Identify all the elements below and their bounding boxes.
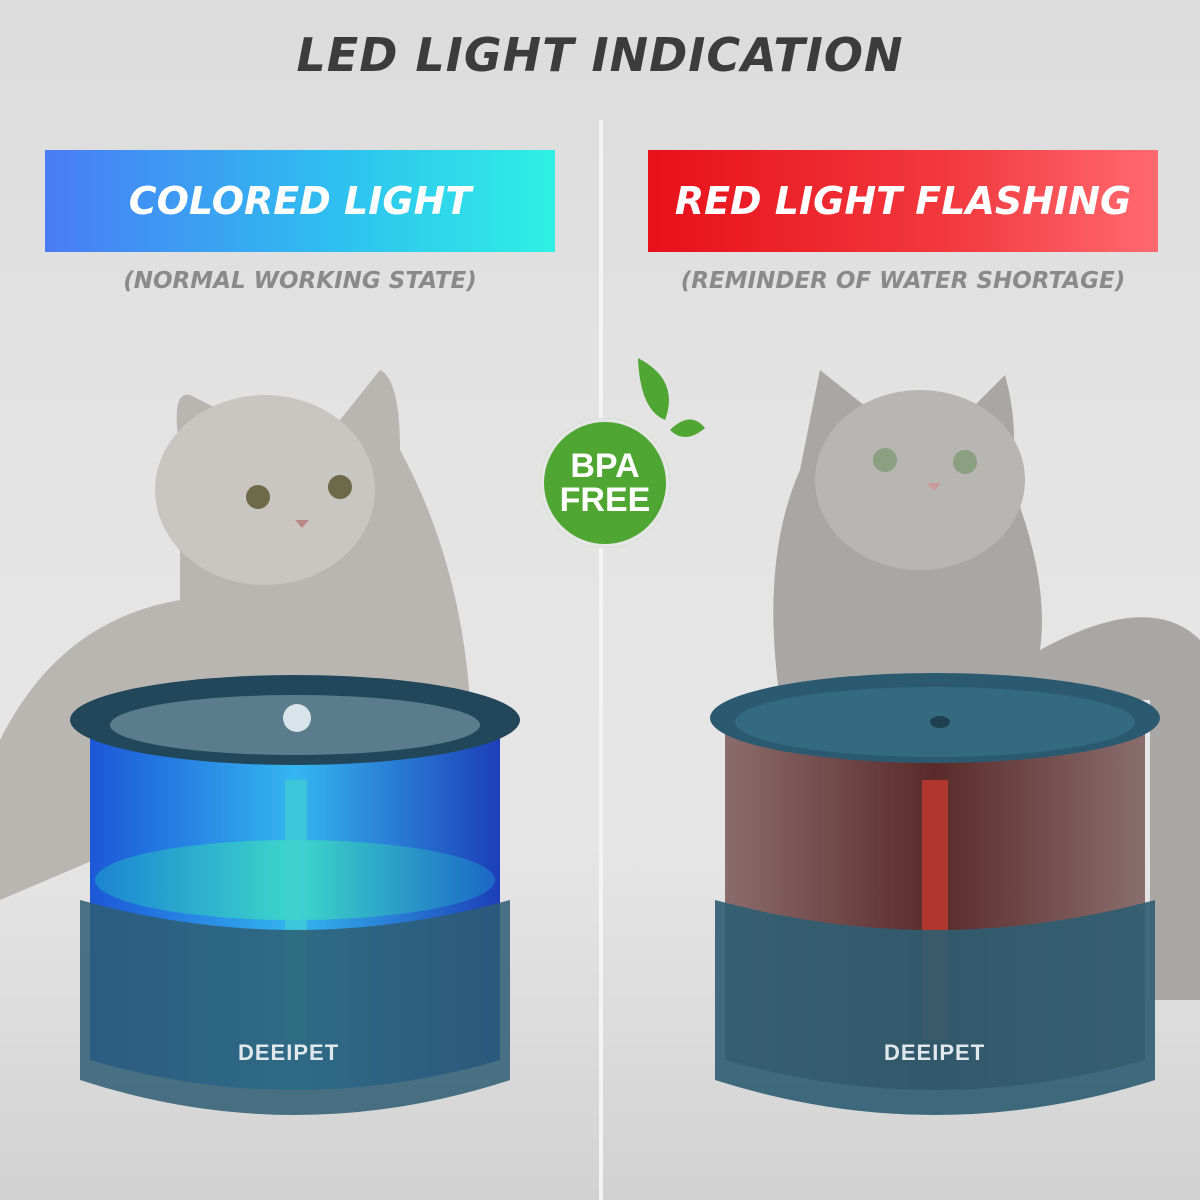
leaf-icon — [638, 358, 705, 438]
normal-state-caption: (NORMAL WORKING STATE) — [123, 268, 477, 294]
colored-light-banner: COLORED LIGHT — [45, 150, 555, 252]
divider — [599, 120, 603, 1200]
red-light-banner: RED LIGHT FLASHING — [648, 150, 1158, 252]
left-fountain — [70, 675, 520, 1115]
right-brand-logo: DEEIPET — [884, 1040, 986, 1065]
badge-line1: BPA — [570, 447, 640, 485]
page-title: LED LIGHT INDICATION — [296, 28, 904, 82]
right-fountain — [710, 673, 1160, 1115]
water-shortage-caption: (REMINDER OF WATER SHORTAGE) — [680, 268, 1126, 294]
badge-line2: FREE — [559, 481, 651, 519]
bpa-free-badge: BPA FREE — [540, 418, 670, 548]
left-brand-logo: DEEIPET — [238, 1040, 340, 1065]
